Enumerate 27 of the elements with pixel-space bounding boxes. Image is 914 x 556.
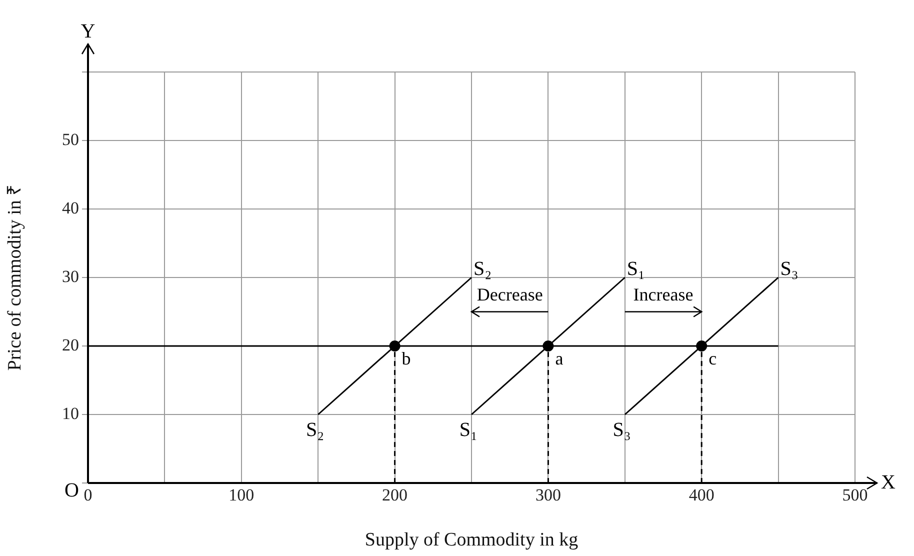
- x-tick-label: 500: [842, 486, 868, 505]
- x-tick-label: 100: [228, 486, 254, 505]
- x-tick-label: 200: [382, 486, 408, 505]
- y-axis-title: Price of commodity in ₹: [4, 184, 26, 371]
- x-axis-title: Supply of Commodity in kg: [364, 530, 579, 551]
- text: S₁: [459, 418, 478, 441]
- y-tick-label: 30: [62, 266, 79, 286]
- text: S₂: [306, 418, 324, 441]
- annotation: b: [402, 348, 411, 369]
- x-tick-label: 300: [535, 486, 561, 505]
- text: Y: [80, 20, 96, 42]
- y-tick-label: 20: [62, 335, 79, 354]
- text: O: [64, 479, 79, 502]
- series-label: S₂: [474, 258, 492, 280]
- series-label: S₁: [626, 258, 646, 280]
- y-tick-label: 50: [62, 130, 79, 149]
- series-label: S₃: [780, 258, 798, 280]
- annotation: c: [708, 348, 717, 369]
- annotation: a: [555, 348, 564, 369]
- x-tick-label: 0: [84, 486, 92, 505]
- annotation: Decrease: [476, 284, 543, 304]
- y-tick-label: 10: [62, 404, 79, 423]
- y-tick-label: 40: [62, 198, 79, 218]
- x-tick-label: 400: [688, 486, 714, 505]
- text: S₃: [612, 418, 631, 441]
- text: X: [881, 471, 896, 494]
- annotation: Increase: [633, 284, 694, 304]
